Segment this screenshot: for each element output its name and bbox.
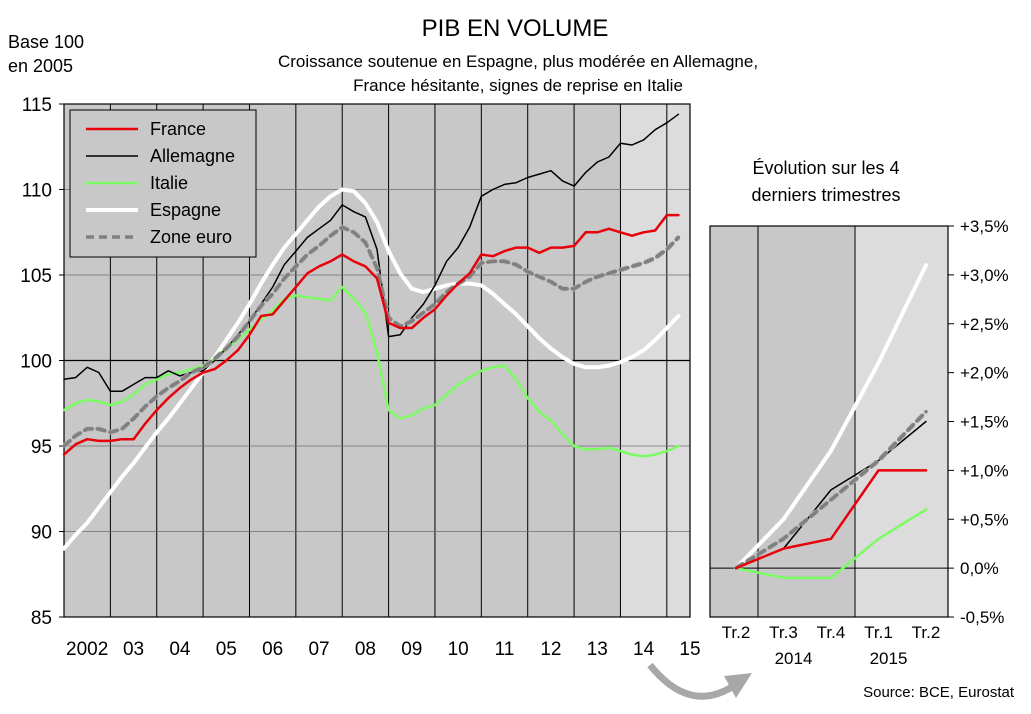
x-tick-label: 03 (123, 639, 144, 660)
x-tick-label: 05 (216, 639, 237, 660)
inset-y-tick-label: +1,5% (960, 413, 1009, 432)
series-line-allemagne (63, 113, 680, 393)
plot-frame (63, 103, 691, 618)
y-tick-label: 110 (22, 181, 52, 202)
x-tick-label: 08 (355, 639, 376, 660)
x-tick-label: 06 (262, 639, 283, 660)
main-plot: 85 90 95 100 105 110 115 2002 03 04 05 06 07 08 09 10 11… (20, 95, 700, 660)
chart-title: PIB EN VOLUME (422, 15, 609, 42)
legend-label-italie: Italie (150, 173, 188, 193)
inset-y-tick-label: +3,0% (960, 266, 1009, 285)
inset-series-line-italie (734, 508, 928, 580)
chart-subtitle-line1: Croissance soutenue en Espagne, plus mod… (278, 52, 758, 71)
x-tick-label: 12 (540, 639, 561, 660)
y-tick-label: 105 (20, 266, 52, 287)
inset-plot: +3,5% +3,0% +2,5% +2,0% +1,5% +1,0% +0,5% 0,0% -… (709, 217, 1009, 668)
inset-series-line-france (734, 469, 928, 570)
inset-frame (709, 225, 949, 618)
series-line-italie (62, 285, 680, 458)
x-tick-label: 04 (169, 639, 191, 660)
inset-title-line1: Évolution sur les 4 (752, 158, 899, 178)
curved-arrow-icon (647, 662, 737, 700)
base-label-line1: Base 100 (8, 32, 84, 52)
x-tick-label: 11 (495, 639, 515, 660)
x-tick-label: 13 (587, 639, 608, 660)
inset-y-tick-label: -0,5% (960, 608, 1004, 627)
inset-series-line-espagne (734, 263, 928, 571)
inset-year-label: 2014 (775, 649, 813, 668)
x-tick-label: 09 (401, 639, 422, 660)
y-tick-label: 90 (31, 523, 52, 544)
inset-year-label: 2015 (870, 649, 908, 668)
inset-y-tick-label: +2,0% (960, 364, 1009, 383)
inset-y-tick-label: +1,0% (960, 461, 1009, 480)
x-tick-label: 14 (633, 639, 655, 660)
series-line-zone-euro (62, 225, 681, 448)
inset-x-tick-label: Tr.2 (722, 623, 751, 642)
y-tick-label: 85 (31, 608, 52, 629)
series-line-espagne (62, 187, 681, 551)
inset-x-tick-label: Tr.4 (817, 623, 846, 642)
inset-x-tick-label: Tr.3 (769, 623, 798, 642)
arrow-head-icon (724, 673, 752, 698)
y-tick-label: 115 (22, 95, 52, 116)
y-tick-label: 95 (31, 437, 52, 458)
base-label-line2: en 2005 (8, 56, 73, 76)
legend: France Allemagne Italie Espagne Zone euro (69, 109, 257, 258)
inset-y-tick-label: +3,5% (960, 217, 1009, 236)
x-tick-label: 07 (308, 639, 329, 660)
series-line-france (62, 213, 680, 456)
inset-shaded-period (855, 226, 948, 617)
inset-y-tick-label: 0,0% (960, 559, 999, 578)
inset-x-tick-label: Tr.2 (912, 623, 941, 642)
chart-subtitle-line2: France hésitante, signes de reprise en I… (353, 76, 683, 95)
source-label: Source: BCE, Eurostat (863, 684, 1015, 701)
inset-title-line2: derniers trimestres (751, 185, 900, 205)
inset-series-line-zone-euro (734, 409, 928, 570)
legend-label-allemagne: Allemagne (150, 146, 235, 166)
legend-label-france: France (150, 119, 206, 139)
inset-y-tick-label: +2,5% (960, 315, 1009, 334)
legend-label-zone-euro: Zone euro (150, 227, 232, 247)
inset-x-tick-label: Tr.1 (864, 623, 893, 642)
legend-label-espagne: Espagne (150, 200, 221, 220)
y-tick-label: 100 (20, 352, 52, 373)
inset-y-tick-label: +0,5% (960, 510, 1009, 529)
x-tick-label: 15 (679, 639, 700, 660)
x-tick-label: 10 (448, 639, 469, 660)
x-tick-label: 2002 (66, 639, 108, 660)
